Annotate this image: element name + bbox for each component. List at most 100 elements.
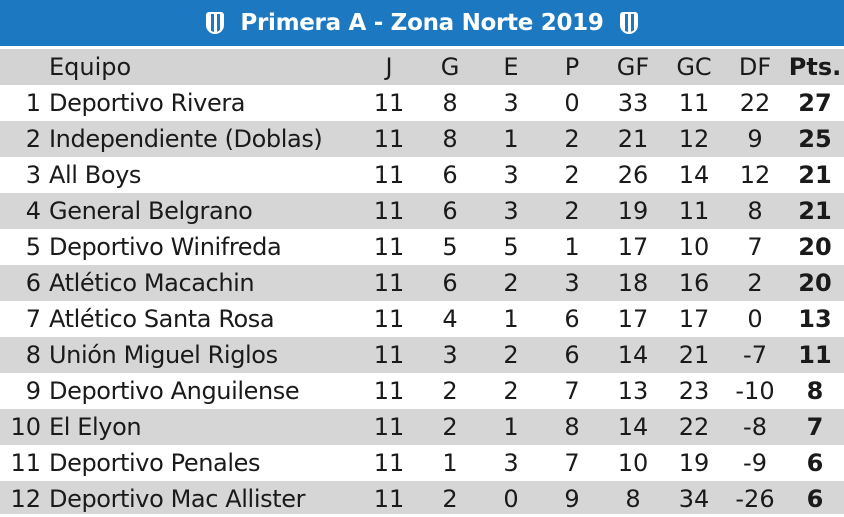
row-goal-difference: -10 [735, 377, 775, 405]
row-lost: 6 [564, 305, 580, 333]
row-goal-difference: 12 [739, 161, 771, 189]
row-won: 8 [442, 125, 458, 153]
row-team: El Elyon [49, 413, 142, 441]
row-played: 11 [373, 89, 405, 117]
table-row: 2 Independiente (Doblas) 11 8 1 2 21 12 … [0, 121, 844, 157]
row-goals-against: 14 [678, 161, 710, 189]
row-played: 11 [373, 161, 405, 189]
row-lost: 2 [564, 197, 580, 225]
row-points: 21 [798, 197, 832, 225]
row-drawn: 2 [503, 341, 519, 369]
row-goals-for: 8 [625, 485, 641, 513]
row-goals-for: 14 [617, 341, 649, 369]
row-lost: 9 [564, 485, 580, 513]
row-goal-difference: -26 [735, 485, 775, 513]
header-lost: P [564, 53, 580, 81]
row-goal-difference: -7 [743, 341, 767, 369]
row-goals-for: 26 [617, 161, 649, 189]
table-header-row: Equipo J G E P GF GC DF Pts. [0, 49, 844, 85]
row-points: 6 [806, 449, 824, 477]
row-goals-against: 16 [678, 269, 710, 297]
row-drawn: 3 [503, 197, 519, 225]
header-played: J [385, 53, 393, 81]
row-goals-for: 17 [617, 233, 649, 261]
row-goals-against: 11 [678, 89, 710, 117]
row-lost: 3 [564, 269, 580, 297]
row-points: 6 [806, 485, 824, 513]
row-points: 25 [798, 125, 832, 153]
header-goal-difference: DF [738, 53, 772, 81]
row-lost: 6 [564, 341, 580, 369]
row-position: 1 [25, 89, 41, 117]
row-won: 4 [442, 305, 458, 333]
row-played: 11 [373, 449, 405, 477]
row-points: 27 [798, 89, 832, 117]
row-won: 2 [442, 377, 458, 405]
table-row: 7 Atlético Santa Rosa 11 4 1 6 17 17 0 1… [0, 301, 844, 337]
row-won: 3 [442, 341, 458, 369]
row-goals-against: 17 [678, 305, 710, 333]
row-goals-for: 19 [617, 197, 649, 225]
row-points: 8 [806, 377, 824, 405]
table-row: 3 All Boys 11 6 3 2 26 14 12 21 [0, 157, 844, 193]
row-goal-difference: -8 [743, 413, 767, 441]
row-team: Independiente (Doblas) [49, 125, 323, 153]
row-points: 7 [806, 413, 824, 441]
row-drawn: 3 [503, 449, 519, 477]
row-goals-against: 10 [678, 233, 710, 261]
row-goals-against: 23 [678, 377, 710, 405]
row-played: 11 [373, 341, 405, 369]
row-points: 11 [798, 341, 832, 369]
row-team: Deportivo Penales [49, 449, 261, 477]
row-goal-difference: 2 [747, 269, 763, 297]
row-lost: 2 [564, 125, 580, 153]
row-team: Unión Miguel Riglos [49, 341, 278, 369]
row-goal-difference: 7 [747, 233, 763, 261]
table-row: 9 Deportivo Anguilense 11 2 2 7 13 23 -1… [0, 373, 844, 409]
row-position: 6 [25, 269, 41, 297]
row-goals-against: 12 [678, 125, 710, 153]
row-drawn: 1 [503, 125, 519, 153]
row-won: 8 [442, 89, 458, 117]
header-goals-against: GC [676, 53, 712, 81]
row-played: 11 [373, 485, 405, 513]
row-goal-difference: -9 [743, 449, 767, 477]
row-won: 5 [442, 233, 458, 261]
table-row: 10 El Elyon 11 2 1 8 14 22 -8 7 [0, 409, 844, 445]
row-position: 11 [10, 449, 41, 477]
row-goals-for: 21 [617, 125, 649, 153]
row-drawn: 3 [503, 89, 519, 117]
row-lost: 1 [564, 233, 580, 261]
row-position: 7 [25, 305, 41, 333]
row-goals-for: 33 [617, 89, 649, 117]
row-played: 11 [373, 413, 405, 441]
row-drawn: 2 [503, 377, 519, 405]
row-goals-for: 13 [617, 377, 649, 405]
row-won: 6 [442, 197, 458, 225]
row-drawn: 2 [503, 269, 519, 297]
row-lost: 8 [564, 413, 580, 441]
row-team: All Boys [49, 161, 142, 189]
row-drawn: 1 [503, 413, 519, 441]
row-won: 6 [442, 269, 458, 297]
row-goals-against: 22 [678, 413, 710, 441]
row-goals-against: 11 [678, 197, 710, 225]
row-team: Atlético Santa Rosa [49, 305, 275, 333]
row-won: 2 [442, 485, 458, 513]
row-team: Deportivo Rivera [49, 89, 246, 117]
row-goals-against: 19 [678, 449, 710, 477]
table-row: 5 Deportivo Winifreda 11 5 5 1 17 10 7 2… [0, 229, 844, 265]
table-row: 11 Deportivo Penales 11 1 3 7 10 19 -9 6 [0, 445, 844, 481]
row-played: 11 [373, 305, 405, 333]
row-position: 10 [10, 413, 41, 441]
table-row: 8 Unión Miguel Riglos 11 3 2 6 14 21 -7 … [0, 337, 844, 373]
row-position: 4 [25, 197, 41, 225]
header-team: Equipo [49, 53, 132, 81]
row-points: 13 [798, 305, 832, 333]
row-drawn: 5 [503, 233, 519, 261]
row-team: Deportivo Anguilense [49, 377, 300, 405]
row-goal-difference: 22 [739, 89, 771, 117]
row-lost: 0 [564, 89, 580, 117]
row-lost: 2 [564, 161, 580, 189]
row-goals-against: 34 [678, 485, 710, 513]
